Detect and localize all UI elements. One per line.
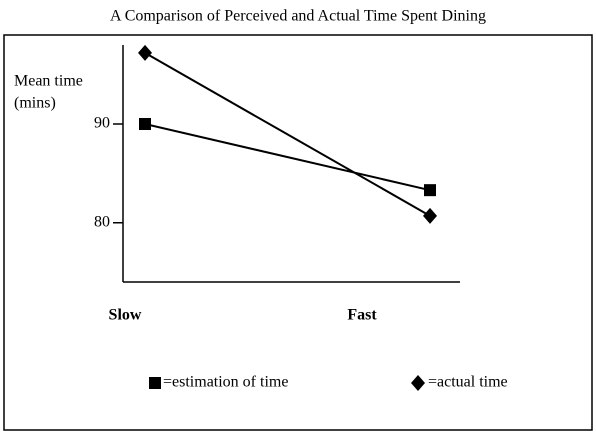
x-tick-label: Fast: [347, 307, 377, 324]
marker: [424, 184, 436, 197]
marker: [138, 44, 152, 61]
y-axis-label: Mean time: [14, 73, 83, 90]
marker: [423, 207, 437, 224]
series-line: [144, 52, 431, 217]
y-tick-label: 90: [94, 115, 110, 132]
y-axis-label: (mins): [14, 95, 56, 112]
frame: [3, 34, 593, 431]
marker: [411, 375, 425, 391]
series-line: [144, 123, 431, 192]
legend-label: =estimation of time: [163, 374, 288, 391]
y-tick-label: 80: [94, 213, 110, 230]
marker: [139, 118, 151, 130]
legend-label: =actual time: [428, 374, 508, 391]
marker: [149, 377, 161, 389]
x-tick-label: Slow: [109, 307, 142, 324]
chart-title: A Comparison of Perceived and Actual Tim…: [110, 8, 486, 25]
